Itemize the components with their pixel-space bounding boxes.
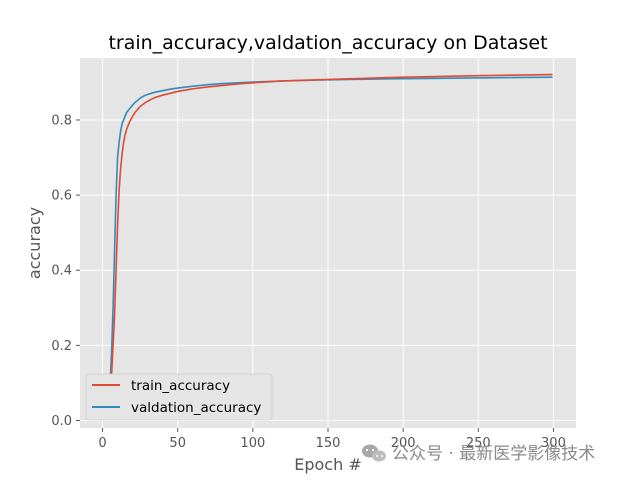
x-tick-label: 150	[316, 436, 341, 451]
y-tick-label: 0.4	[51, 264, 72, 279]
y-tick-label: 0.2	[51, 339, 72, 354]
watermark-text: 公众号 · 最新医学影像技术	[392, 444, 595, 464]
x-tick-label: 250	[466, 436, 491, 451]
x-axis-ticks: 0 50 100 150 200 250 300	[98, 428, 566, 451]
y-tick-label: 0.8	[51, 113, 72, 128]
y-axis-ticks: 0.0 0.2 0.4 0.6 0.8	[51, 113, 80, 429]
series-lines	[101, 73, 553, 411]
wechat-icon	[362, 444, 386, 462]
x-tick-label: 50	[169, 436, 186, 451]
train-accuracy-line	[101, 73, 553, 411]
watermark: 公众号 · 最新医学影像技术	[362, 444, 595, 464]
legend-label-train: train_accuracy	[131, 378, 230, 394]
x-axis-label: Epoch #	[294, 455, 361, 474]
validation-accuracy-line	[101, 76, 553, 411]
y-tick-label: 0.6	[51, 189, 72, 204]
legend-label-validation: valdation_accuracy	[131, 400, 261, 416]
y-tick-label: 0.0	[51, 414, 72, 429]
y-axis-label: accuracy	[25, 207, 44, 279]
x-tick-label: 100	[240, 436, 265, 451]
legend-box	[85, 373, 273, 421]
x-tick-label: 300	[541, 436, 566, 451]
x-tick-label: 200	[391, 436, 416, 451]
x-tick-label: 0	[98, 436, 106, 451]
grid-lines	[80, 58, 576, 428]
chart-title: train_accuracy,valdation_accuracy on Dat…	[108, 32, 547, 54]
legend: train_accuracy valdation_accuracy	[85, 373, 273, 421]
